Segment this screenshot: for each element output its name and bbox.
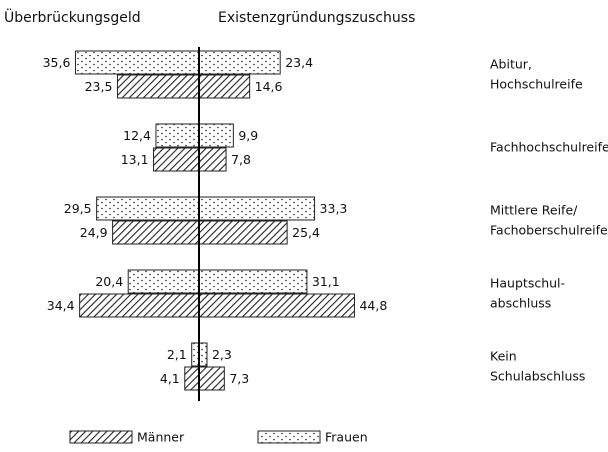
bar-right — [198, 342, 208, 367]
category-label: abschluss — [490, 296, 551, 311]
value-label: 23,4 — [285, 55, 313, 70]
bar-left — [155, 123, 200, 148]
value-label: 24,9 — [80, 225, 108, 240]
bar-right — [198, 123, 234, 148]
value-label: 31,1 — [312, 274, 340, 289]
bar-right — [198, 147, 227, 172]
category-label: Kein — [490, 349, 517, 364]
value-label: 13,1 — [121, 152, 149, 167]
right-title: Existenzgründungszuschuss — [218, 10, 415, 26]
bar-left — [116, 74, 200, 99]
bar-left — [153, 147, 200, 172]
legend-label: Männer — [137, 430, 185, 445]
category-label: Mittlere Reife/ — [490, 203, 578, 218]
value-label: 33,3 — [320, 201, 348, 216]
bar-right — [198, 293, 355, 318]
value-label: 25,4 — [292, 225, 320, 240]
category-label: Hauptschul- — [490, 276, 565, 291]
bar-right — [198, 196, 316, 221]
value-label: 12,4 — [123, 128, 151, 143]
value-label: 7,3 — [229, 371, 249, 386]
bar-left — [184, 366, 200, 391]
value-label: 2,3 — [212, 347, 232, 362]
value-label: 9,9 — [238, 128, 258, 143]
bar-right — [198, 220, 288, 245]
bar-left — [112, 220, 200, 245]
category-label: Fachhochschulreife — [490, 140, 608, 155]
category-label: Fachoberschulreife — [490, 223, 608, 238]
value-label: 20,4 — [95, 274, 123, 289]
bar-left — [127, 269, 200, 294]
category-label: Schulabschluss — [490, 369, 585, 384]
bar-left — [191, 342, 200, 367]
bar-right — [198, 366, 225, 391]
legend-label: Frauen — [325, 430, 368, 445]
value-label: 2,1 — [167, 347, 187, 362]
value-label: 34,4 — [47, 298, 75, 313]
bar-right — [198, 269, 308, 294]
value-label: 4,1 — [160, 371, 180, 386]
value-label: 23,5 — [85, 79, 113, 94]
bar-left — [74, 50, 200, 75]
left-title: Überbrückungsgeld — [4, 8, 141, 26]
category-label: Abitur, — [490, 57, 532, 72]
legend-swatch — [257, 430, 321, 444]
value-label: 44,8 — [359, 298, 387, 313]
category-label: Hochschulreife — [490, 77, 583, 92]
bar-right — [198, 50, 281, 75]
bar-right — [198, 74, 251, 99]
bar-left — [79, 293, 200, 318]
bar-left — [96, 196, 200, 221]
value-label: 29,5 — [64, 201, 92, 216]
value-label: 7,8 — [231, 152, 251, 167]
value-label: 35,6 — [43, 55, 71, 70]
legend-swatch — [69, 430, 133, 444]
value-label: 14,6 — [255, 79, 283, 94]
